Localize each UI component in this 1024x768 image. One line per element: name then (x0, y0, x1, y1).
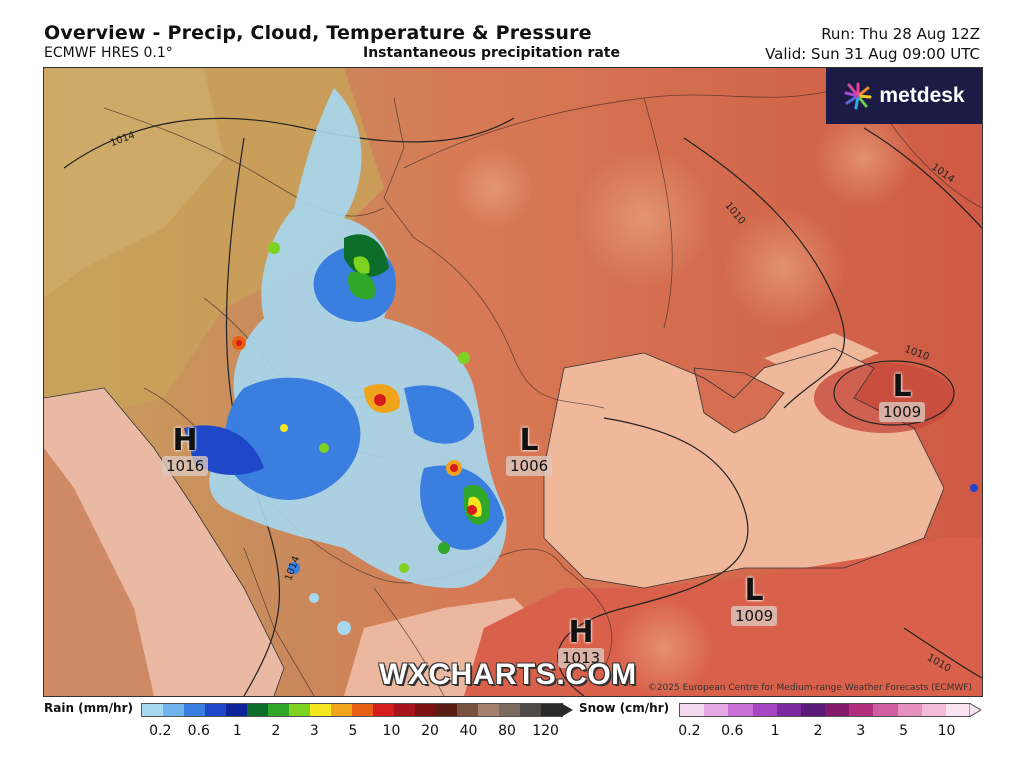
scale-tick-label: 0.6 (721, 723, 744, 739)
wxcharts-watermark: WXCHARTS.COM (379, 658, 637, 691)
rain-color-scale (141, 703, 563, 717)
scale-tick-label: 2 (813, 723, 823, 739)
snow-color-scale (679, 703, 971, 717)
copyright-notice: ©2025 European Centre for Medium-range W… (647, 683, 972, 693)
scale-tick-label: 1 (770, 723, 780, 739)
scale-tick-label: 3 (309, 723, 319, 739)
azov-sea (764, 333, 879, 373)
scale-color-cell (499, 704, 520, 716)
scale-color-cell (394, 704, 415, 716)
pressure-value: 1013 (558, 648, 605, 668)
scale-color-cell (457, 704, 478, 716)
scale-tick-label: 5 (348, 723, 358, 739)
low-pressure-center: L 1009 (731, 573, 778, 626)
scale-tick-label: 20 (421, 723, 439, 739)
chart-title: Overview - Precip, Cloud, Temperature & … (44, 22, 592, 44)
logo-text: metdesk (879, 84, 965, 107)
scale-tick-label: 1 (232, 723, 242, 739)
valid-time: Valid: Sun 31 Aug 09:00 UTC (765, 45, 980, 63)
scale-color-cell (800, 704, 826, 716)
pressure-value: 1009 (731, 606, 778, 626)
scale-color-cell (415, 704, 436, 716)
scale-color-cell (436, 704, 457, 716)
crimea-land (694, 368, 784, 433)
scale-tick-label: 10 (382, 723, 401, 739)
scale-color-cell (205, 704, 226, 716)
pressure-value: 1006 (506, 456, 553, 476)
pressure-symbol: H (568, 615, 594, 650)
precipitation-field (184, 88, 978, 635)
scale-tick-label: 2 (271, 723, 281, 739)
snow-scale-ticks: 0.2 0.6 1 2 3 5 10 (668, 723, 968, 739)
scale-color-cell (752, 704, 777, 716)
scale-color-cell (945, 704, 971, 716)
scale-color-cell (897, 704, 922, 716)
high-pressure-center: H 1016 (162, 423, 209, 476)
scale-color-cell (541, 704, 562, 716)
scale-tick-label: 3 (856, 723, 866, 739)
low-pressure-center: L 1006 (506, 423, 553, 476)
scale-color-cell (849, 704, 874, 716)
coastlines (44, 347, 945, 696)
land-mid-west (44, 68, 224, 298)
scale-tick-label: 80 (498, 723, 516, 739)
scale-tick-label: 0.2 (149, 723, 172, 739)
chart-subtitle: Instantaneous precipitation rate (363, 45, 620, 61)
scale-color-cell (142, 704, 163, 716)
run-time: Run: Thu 28 Aug 12Z (821, 25, 980, 43)
scale-color-cell (289, 704, 310, 716)
italy-land (44, 448, 154, 696)
scale-color-cell (873, 704, 898, 716)
pressure-symbol: L (519, 423, 539, 458)
scale-color-cell (704, 704, 729, 716)
scale-tick-label: 0.2 (678, 723, 701, 739)
pressure-value: 1009 (879, 402, 926, 422)
scale-color-cell (825, 704, 850, 716)
scale-color-cell (163, 704, 184, 716)
low-pressure-center: L 1009 (879, 369, 926, 422)
model-name: ECMWF HRES 0.1° (44, 45, 173, 61)
snow-scale-arrow-icon (969, 703, 981, 717)
scale-color-cell (247, 704, 268, 716)
scale-color-cell (728, 704, 753, 716)
rain-scale-ticks: 0.2 0.6 1 2 3 5 10 20 40 80 120 (141, 723, 565, 739)
scale-color-cell (331, 704, 352, 716)
metdesk-logo[interactable]: metdesk (826, 68, 982, 124)
scale-tick-label: 40 (459, 723, 478, 739)
scale-color-cell (373, 704, 394, 716)
starburst-logo-icon (844, 82, 872, 110)
rain-scale-arrow-icon (561, 703, 573, 717)
scale-color-cell (184, 704, 205, 716)
scale-color-cell (268, 704, 289, 716)
scale-tick-label: 0.6 (187, 723, 210, 739)
pressure-value: 1016 (162, 456, 209, 476)
map-canvas (44, 68, 982, 696)
scale-tick-label: 120 (532, 723, 559, 739)
rain-legend-label: Rain (mm/hr) (44, 701, 133, 715)
scale-color-cell (352, 704, 373, 716)
pressure-symbol: L (744, 573, 764, 608)
scale-color-cell (921, 704, 946, 716)
scale-color-cell (310, 704, 331, 716)
scale-tick-label: 10 (937, 723, 956, 739)
scale-color-cell (680, 704, 705, 716)
scale-color-cell (776, 704, 801, 716)
scale-color-cell (520, 704, 541, 716)
scale-color-cell (226, 704, 247, 716)
scale-tick-label: 5 (899, 723, 909, 739)
weather-map[interactable]: metdesk 1014 1010 1014 1010 1014 1010 H … (43, 67, 983, 697)
snow-legend-label: Snow (cm/hr) (579, 701, 670, 715)
high-pressure-center: H 1013 (558, 615, 605, 668)
pressure-symbol: H (172, 423, 198, 458)
pressure-symbol: L (892, 369, 912, 404)
scale-color-cell (478, 704, 499, 716)
